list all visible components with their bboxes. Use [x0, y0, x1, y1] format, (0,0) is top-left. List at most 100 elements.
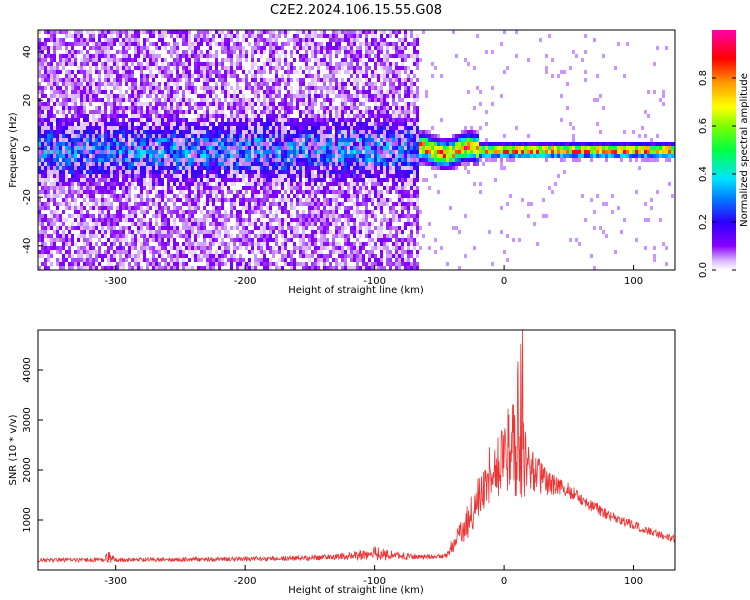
heatmap-cell — [251, 186, 254, 190]
heatmap-cell — [317, 230, 320, 234]
heatmap-cell — [290, 146, 293, 150]
heatmap-cell — [332, 198, 335, 202]
heatmap-cell — [110, 254, 113, 258]
heatmap-cell — [134, 198, 137, 202]
heatmap-cell — [125, 218, 128, 222]
heatmap-cell — [344, 198, 347, 202]
heatmap-cell — [311, 202, 314, 206]
heatmap-cell — [71, 146, 74, 150]
heatmap-cell — [248, 182, 251, 186]
heatmap-cell — [167, 186, 170, 190]
heatmap-cell — [251, 266, 254, 270]
heatmap-cell — [152, 98, 155, 102]
heatmap-cell — [167, 62, 170, 66]
heatmap-cell — [221, 178, 224, 182]
heatmap-cell — [107, 190, 110, 194]
heatmap-cell — [344, 102, 347, 106]
heatmap-cell — [215, 150, 218, 154]
heatmap-cell — [176, 142, 179, 146]
heatmap-cell — [38, 150, 41, 154]
heatmap-cell — [314, 94, 317, 98]
heatmap-cell — [176, 182, 179, 186]
heatmap-cell — [311, 34, 314, 38]
heatmap-cell — [260, 178, 263, 182]
heatmap-cell — [41, 262, 44, 266]
heatmap-cell — [74, 94, 77, 98]
heatmap-cell — [65, 54, 68, 58]
heatmap-cell — [320, 86, 323, 90]
heatmap-cell — [314, 258, 317, 262]
heatmap-cell — [131, 182, 134, 186]
heatmap-cell — [188, 206, 191, 210]
heatmap-cell — [284, 262, 287, 266]
heatmap-cell — [44, 58, 47, 62]
heatmap-cell — [47, 70, 50, 74]
heatmap-cell — [38, 194, 41, 198]
heatmap-cell — [269, 182, 272, 186]
heatmap-cell — [131, 126, 134, 130]
heatmap-cell — [332, 98, 335, 102]
heatmap-cell — [176, 162, 179, 166]
heatmap-cell — [74, 242, 77, 246]
heatmap-cell — [179, 86, 182, 90]
heatmap-cell — [338, 30, 341, 34]
heatmap-cell — [68, 138, 71, 142]
heatmap-cell — [158, 70, 161, 74]
heatmap-cell — [53, 198, 56, 202]
heatmap-cell — [269, 34, 272, 38]
heatmap-cell — [83, 182, 86, 186]
heatmap-cell — [314, 262, 317, 266]
heatmap-cell — [200, 34, 203, 38]
heatmap-cell — [119, 250, 122, 254]
heatmap-cell — [311, 110, 314, 114]
heatmap-cell — [344, 70, 347, 74]
heatmap-cell — [62, 202, 65, 206]
heatmap-cell — [308, 94, 311, 98]
heatmap-cell — [329, 170, 332, 174]
heatmap-cell — [230, 238, 233, 242]
heatmap-cell — [146, 94, 149, 98]
heatmap-cell — [131, 78, 134, 82]
heatmap-cell — [119, 50, 122, 54]
heatmap-cell — [236, 110, 239, 114]
heatmap-cell — [215, 42, 218, 46]
heatmap-cell — [269, 142, 272, 146]
heatmap-cell — [293, 138, 296, 142]
heatmap-cell — [56, 62, 59, 66]
heatmap-cell — [248, 122, 251, 126]
heatmap-cell — [44, 118, 47, 122]
heatmap-cell — [329, 138, 332, 142]
heatmap-cell — [326, 122, 329, 126]
heatmap-cell — [191, 222, 194, 226]
heatmap-cell — [149, 42, 152, 46]
heatmap-cell — [83, 234, 86, 238]
heatmap-cell — [62, 210, 65, 214]
heatmap-cell — [245, 50, 248, 54]
heatmap-cell — [110, 118, 113, 122]
heatmap-cell — [290, 50, 293, 54]
heatmap-cell — [296, 38, 299, 42]
heatmap-cell — [44, 162, 47, 166]
heatmap-cell — [134, 214, 137, 218]
heatmap-cell — [74, 86, 77, 90]
heatmap-cell — [311, 54, 314, 58]
heatmap-cell — [311, 166, 314, 170]
heatmap-cell — [179, 62, 182, 66]
heatmap-cell — [44, 38, 47, 42]
heatmap-cell — [299, 234, 302, 238]
heatmap-cell — [323, 202, 326, 206]
heatmap-cell — [224, 78, 227, 82]
heatmap-cell — [311, 130, 314, 134]
heatmap-cell — [287, 162, 290, 166]
heatmap-cell — [326, 166, 329, 170]
heatmap-cell — [131, 150, 134, 154]
heatmap-cell — [62, 190, 65, 194]
heatmap-cell — [149, 234, 152, 238]
heatmap-cell — [53, 118, 56, 122]
heatmap-cell — [296, 34, 299, 38]
heatmap-cell — [77, 66, 80, 70]
heatmap-cell — [245, 142, 248, 146]
heatmap-cell — [230, 126, 233, 130]
heatmap-cell — [173, 154, 176, 158]
heatmap-cell — [305, 30, 308, 34]
